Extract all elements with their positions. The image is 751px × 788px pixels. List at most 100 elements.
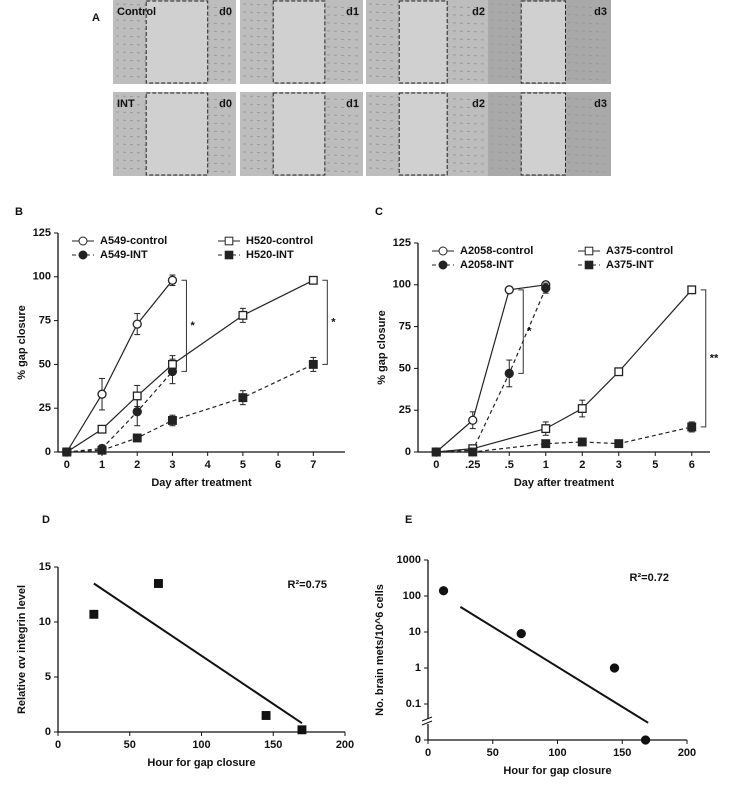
panel-letter: B <box>15 206 23 218</box>
wound-gap <box>272 0 326 84</box>
y-tick-label: 25 <box>39 402 51 414</box>
marker <box>577 437 587 447</box>
marker <box>468 415 478 425</box>
marker <box>687 422 697 432</box>
significance-label: * <box>331 316 336 328</box>
series-line <box>436 426 692 453</box>
y-tick-label: 1 <box>415 662 421 674</box>
r-squared: R²=0.75 <box>288 579 327 591</box>
legend-label: H520-INT <box>246 249 294 261</box>
marker <box>541 424 551 434</box>
x-tick-label: 100 <box>192 739 210 751</box>
series-line <box>436 289 693 453</box>
panel-letter: E <box>405 514 412 526</box>
marker <box>153 579 163 588</box>
significance-bracket <box>322 279 328 365</box>
r-squared: R²=0.72 <box>630 572 669 584</box>
axis-break <box>421 720 433 726</box>
x-tick-label: 2 <box>579 459 585 471</box>
y-tick-label: 15 <box>39 561 51 573</box>
axis-break <box>421 716 433 722</box>
marker <box>261 711 271 720</box>
x-tick-label: 0 <box>433 459 439 471</box>
x-tick-label: 3 <box>169 459 175 471</box>
legend-marker <box>78 236 88 246</box>
marker <box>97 445 107 455</box>
legend-marker <box>224 250 234 260</box>
x-axis-label: Hour for gap closure <box>147 757 255 769</box>
legend-label: A2058-control <box>460 245 533 257</box>
y-tick-label: 75 <box>39 315 51 327</box>
series-line <box>66 279 173 453</box>
wound-gap <box>145 0 209 84</box>
x-axis-label: Hour for gap closure <box>503 765 611 777</box>
panel-letter: C <box>375 206 383 218</box>
x-tick-label: 150 <box>264 739 282 751</box>
y-tick-label: 25 <box>399 404 411 416</box>
day-label: d3 <box>594 6 607 18</box>
x-tick-label: 2 <box>134 459 140 471</box>
y-tick-label: 100 <box>393 279 411 291</box>
marker <box>132 407 142 417</box>
legend-label: A549-INT <box>100 249 148 261</box>
marker <box>614 439 624 449</box>
day-label: d1 <box>346 6 359 18</box>
legend-label: A375-control <box>606 245 673 257</box>
marker <box>640 735 651 745</box>
y-tick-label: 0.1 <box>406 698 421 710</box>
marker <box>308 359 318 369</box>
y-tick-label: 100 <box>33 271 51 283</box>
y-tick-label: 0 <box>45 446 51 458</box>
day-label: d3 <box>594 98 607 110</box>
series-line <box>436 287 547 453</box>
panel-letter: A <box>92 12 100 24</box>
marker <box>609 663 620 673</box>
series-line <box>66 371 173 453</box>
marker <box>308 275 318 285</box>
day-label: d1 <box>346 98 359 110</box>
marker <box>504 368 514 379</box>
marker <box>97 424 107 434</box>
y-axis-label: Relative αv integrin level <box>16 585 28 714</box>
marker <box>238 310 248 320</box>
marker <box>89 609 99 619</box>
y-tick-label: 0 <box>405 446 411 458</box>
marker <box>541 283 551 293</box>
significance-label: * <box>527 326 532 338</box>
significance-label: ** <box>710 352 719 364</box>
legend-label: H520-control <box>246 235 313 247</box>
legend-marker <box>438 246 448 256</box>
marker <box>97 389 107 399</box>
legend-marker <box>438 260 448 270</box>
marker <box>297 725 307 735</box>
legend-marker <box>584 246 594 256</box>
wound-gap <box>520 92 566 176</box>
x-tick-label: 7 <box>310 459 316 471</box>
x-tick-label: .5 <box>505 459 514 471</box>
wound-gap <box>398 0 448 84</box>
marker <box>167 359 177 369</box>
x-tick-label: 150 <box>613 747 631 759</box>
marker <box>438 586 449 596</box>
x-axis-label: Day after treatment <box>514 477 615 489</box>
x-tick-label: 5 <box>240 459 246 471</box>
y-tick-label: 100 <box>403 590 421 602</box>
y-tick-label: 5 <box>45 671 51 683</box>
y-tick-label: 0 <box>415 734 421 746</box>
marker <box>687 285 697 295</box>
y-axis-label: % gap closure <box>376 310 388 385</box>
y-tick-label: 50 <box>399 362 411 374</box>
y-tick-label: 75 <box>399 321 411 333</box>
x-tick-label: 1 <box>99 459 105 471</box>
x-tick-label: 0 <box>55 739 61 751</box>
y-tick-label: 10 <box>409 626 421 638</box>
x-tick-label: 6 <box>275 459 281 471</box>
x-tick-label: .25 <box>465 459 480 471</box>
wound-gap <box>398 92 448 176</box>
legend-marker <box>224 236 234 246</box>
x-tick-label: 1 <box>543 459 549 471</box>
x-tick-label: 0 <box>425 747 431 759</box>
day-label: d0 <box>219 98 232 110</box>
panel-letter: D <box>42 514 50 526</box>
significance-bracket <box>181 279 187 372</box>
